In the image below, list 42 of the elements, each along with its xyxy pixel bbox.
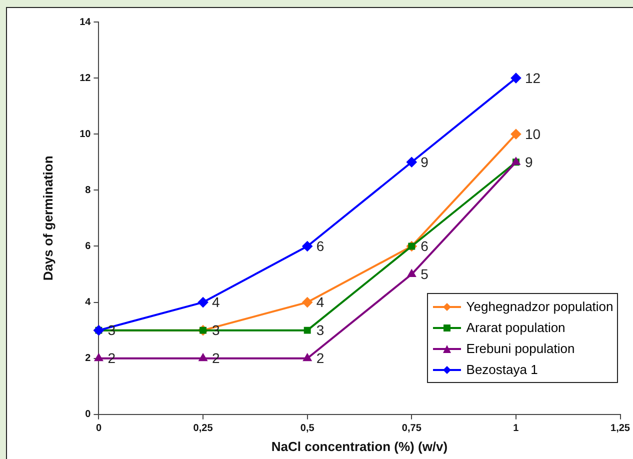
point — [94, 354, 103, 362]
x-tick-label: 1,25 — [610, 423, 630, 434]
y-tick-label: 2 — [85, 353, 92, 364]
legend-label: Erebuni population — [466, 341, 575, 356]
point — [406, 157, 417, 168]
y-axis-title: Days of germination — [40, 156, 56, 281]
data-label: 9 — [420, 154, 429, 170]
point — [304, 326, 311, 334]
data-label: 4 — [212, 294, 220, 310]
point — [198, 297, 208, 308]
data-label: 6 — [420, 238, 429, 254]
y-tick-label: 0 — [85, 409, 92, 420]
data-label: 9 — [524, 154, 533, 170]
point — [199, 354, 208, 362]
x-tick-label: 0 — [96, 423, 102, 434]
y-tick-label: 12 — [80, 72, 92, 84]
point — [302, 297, 312, 308]
legend-label: Ararat population — [466, 320, 566, 335]
y-tick-label: 10 — [80, 128, 92, 140]
data-label: 5 — [420, 266, 429, 282]
data-label: 2 — [316, 350, 324, 366]
y-tick-label: 6 — [85, 240, 92, 252]
legend-label: Yeghegnadzor population — [466, 299, 614, 314]
x-tick-label: 0,75 — [402, 423, 422, 434]
x-axis-title: NaCl concentration (%) (w/v) — [271, 438, 448, 454]
y-tick-label: 4 — [85, 297, 92, 308]
point — [510, 129, 521, 140]
point — [510, 73, 521, 84]
x-tick-label: 0,5 — [300, 423, 315, 434]
x-tick-label: 0,25 — [193, 423, 214, 434]
point — [303, 354, 312, 362]
data-label: 6 — [316, 238, 324, 254]
point — [408, 270, 416, 278]
legend-label: Bezostaya 1 — [466, 362, 538, 377]
x-tick-label: 1 — [513, 423, 520, 434]
y-tick-label: 8 — [85, 184, 92, 196]
data-label: 12 — [524, 70, 541, 86]
y-tick-label: 14 — [80, 16, 92, 28]
data-label: 4 — [316, 294, 324, 310]
data-label: 3 — [316, 322, 324, 338]
point — [302, 241, 312, 252]
data-label: 10 — [524, 126, 541, 142]
